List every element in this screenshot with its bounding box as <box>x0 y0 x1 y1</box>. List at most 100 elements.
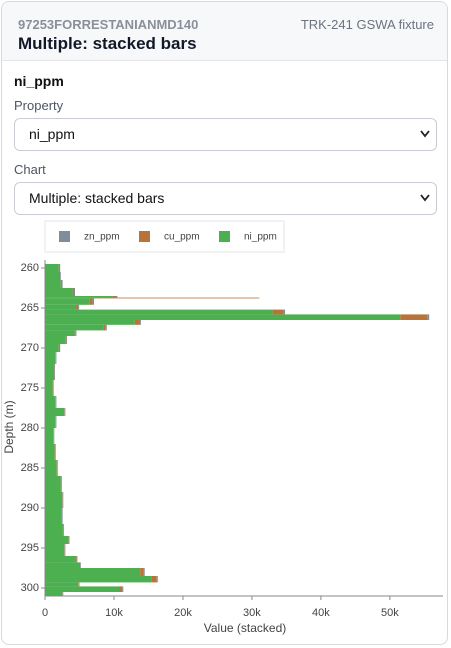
legend-swatch <box>139 231 150 242</box>
bar-segment <box>68 536 70 544</box>
bar-segment <box>112 296 117 298</box>
legend-label: ni_ppm <box>244 232 277 243</box>
y-tick-label: 295 <box>21 542 39 554</box>
bar-segment <box>55 352 57 364</box>
bar-segment <box>57 460 58 476</box>
bar-segment <box>55 416 57 428</box>
bar-segment <box>64 544 66 556</box>
bar-segment <box>45 586 120 592</box>
bar-segment <box>78 582 80 587</box>
bar-segment <box>45 416 56 428</box>
bar-segment <box>45 272 60 280</box>
y-tick-label: 260 <box>21 262 39 274</box>
y-tick-label: 280 <box>21 422 39 434</box>
bar-segment <box>64 408 66 416</box>
bar-segment <box>73 288 76 296</box>
bar-segment <box>45 576 152 583</box>
bar-segment <box>45 562 80 568</box>
bar-segment <box>66 336 68 344</box>
bar-segment <box>58 264 60 272</box>
y-tick-label: 265 <box>21 302 39 314</box>
bar-segment <box>61 280 63 288</box>
bar-segment <box>59 344 61 352</box>
bar-segment <box>45 460 57 476</box>
x-tick-label: 30k <box>243 607 261 619</box>
bar-segment <box>61 508 63 524</box>
bar-segment <box>60 272 61 280</box>
bar-segment <box>139 320 141 325</box>
panel-title: Multiple: stacked bars <box>18 34 197 53</box>
bar-segment <box>156 576 158 583</box>
y-tick-label: 300 <box>21 582 39 594</box>
property-label: Property <box>14 98 64 113</box>
bar-segment <box>78 582 79 587</box>
bar-segment <box>62 492 64 508</box>
bar-segment <box>53 428 55 444</box>
bar-segment <box>79 562 81 568</box>
section-title: ni_ppm <box>14 73 64 89</box>
bar-segment <box>92 298 94 305</box>
bar-segment <box>45 428 54 444</box>
bar-segment <box>140 568 144 576</box>
bar-segment <box>45 298 90 305</box>
y-tick-label: 285 <box>21 462 39 474</box>
bar-segment <box>63 524 64 536</box>
bar-segment <box>45 380 53 396</box>
bar-segment <box>76 304 79 310</box>
y-tick-label: 270 <box>21 342 39 354</box>
bar-segment <box>45 568 141 576</box>
bar-segment <box>151 576 157 583</box>
chart-value: Multiple: stacked bars <box>29 190 165 206</box>
bar-segment <box>45 582 79 587</box>
bar-segment <box>105 324 107 331</box>
bar-segment <box>45 556 77 563</box>
bar-segment <box>58 344 60 352</box>
chevron <box>420 130 430 138</box>
legend-swatch <box>219 231 230 242</box>
bar-segment <box>89 298 93 305</box>
bar-segment <box>45 320 135 325</box>
bar-segment <box>76 556 78 563</box>
bar-segment <box>78 304 80 310</box>
chart: Depth (m) Value (stacked) zn_ppm cu_ppm ni… <box>2 220 443 635</box>
bar-segment <box>143 568 145 576</box>
bar-segment <box>45 324 104 331</box>
header: 97253FORRESTANIANMD140 Multiple: stacked… <box>2 2 447 61</box>
bar-segment <box>59 264 61 272</box>
bar-segment <box>55 444 56 460</box>
chart-select[interactable]: Multiple: stacked bars <box>14 182 437 215</box>
y-axis-title: Depth (m) <box>2 400 16 453</box>
bar-segment <box>45 592 63 596</box>
x-tick-label: 10k <box>105 607 123 619</box>
bar-segment <box>45 444 55 460</box>
bar-segment <box>258 297 260 299</box>
bar-segment <box>45 309 273 315</box>
bar-segment <box>45 352 56 364</box>
bar-segment <box>52 380 54 396</box>
bar-segment <box>45 280 61 288</box>
x-tick-label: 0 <box>42 607 48 619</box>
bar-segment <box>45 314 401 320</box>
bar-segment <box>272 309 283 315</box>
y-tick-label: 275 <box>21 382 39 394</box>
bar-segment <box>45 508 62 524</box>
legend-swatch <box>59 231 70 242</box>
legend-label: zn_ppm <box>84 232 120 243</box>
bar-segment <box>75 330 77 336</box>
bar-segment <box>122 586 124 592</box>
bar-segment <box>45 408 65 416</box>
bar-segment <box>103 324 106 331</box>
bar-segment <box>55 396 57 408</box>
bar-segment <box>116 296 118 298</box>
bar-segment <box>62 592 64 596</box>
property-select[interactable]: ni_ppm <box>14 118 437 151</box>
bar-segment <box>45 476 61 492</box>
bar-segment <box>45 492 63 508</box>
bar-segment <box>282 309 286 315</box>
bar-segment <box>60 280 62 288</box>
legend-label: cu_ppm <box>164 232 200 243</box>
bar-segment <box>134 320 140 325</box>
bar-segment <box>45 304 77 310</box>
y-tick-label: 290 <box>21 502 39 514</box>
